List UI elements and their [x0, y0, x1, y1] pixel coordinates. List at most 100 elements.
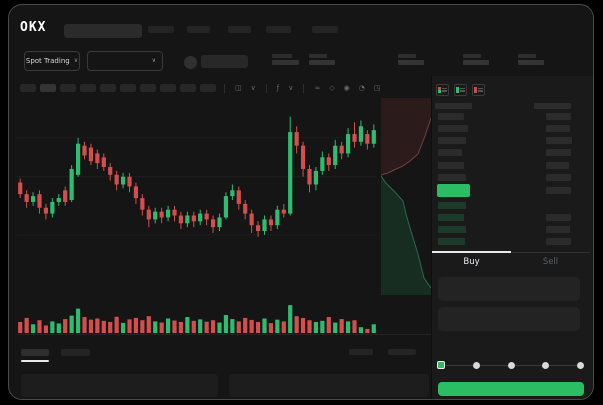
header-action-button[interactable]	[201, 55, 248, 68]
timeframe-button-7[interactable]	[140, 84, 156, 92]
avatar[interactable]	[184, 56, 197, 69]
bid-row[interactable]	[432, 214, 590, 224]
volume-bar	[371, 324, 376, 333]
nav-item-5[interactable]	[312, 26, 338, 33]
candle-body	[223, 196, 229, 218]
candle-body	[339, 145, 344, 154]
orderbook-view-asks-icon[interactable]	[472, 84, 485, 96]
slider-stop-50[interactable]	[507, 362, 515, 369]
draw-tool-icon[interactable]: ◇	[329, 84, 335, 92]
ask-row[interactable]	[432, 125, 590, 135]
bid-amount-bar	[546, 214, 571, 221]
timeframe-button-8[interactable]	[160, 84, 176, 92]
bid-price-bar	[438, 202, 466, 209]
slider-handle[interactable]	[437, 361, 445, 369]
orderbook-view-combined-icon[interactable]	[436, 84, 449, 96]
candle-body	[217, 217, 222, 228]
candle-body	[185, 215, 190, 224]
candle-body	[313, 170, 319, 185]
tab-buy[interactable]: Buy	[463, 257, 480, 267]
volume-bar	[108, 321, 113, 333]
timeframe-button-1[interactable]	[20, 84, 36, 92]
orderbook-view-bids-icon[interactable]	[454, 84, 467, 96]
history-icon[interactable]: ◔	[358, 84, 365, 92]
chevron-down-icon[interactable]: ∨	[288, 84, 294, 92]
lines	[442, 87, 447, 93]
bottom-right-tab-2[interactable]	[388, 349, 416, 355]
market-type-select[interactable]: Spot Trading ∨	[24, 51, 80, 71]
chevron-down-icon[interactable]: ∨	[250, 84, 256, 92]
timeframe-button-2[interactable]	[40, 84, 56, 92]
amount-input[interactable]	[438, 307, 580, 331]
price-input[interactable]	[438, 277, 580, 301]
timeframe-button-4[interactable]	[80, 84, 96, 92]
timeframe-button-10[interactable]	[200, 84, 216, 92]
volume-bar	[313, 321, 319, 333]
candle-body	[210, 219, 216, 228]
volume-bar	[159, 322, 164, 333]
tab-sell[interactable]: Sell	[542, 257, 559, 267]
slider-stop-25[interactable]	[472, 362, 480, 369]
ask-row[interactable]	[432, 137, 590, 147]
bottom-right-tab-1[interactable]	[349, 349, 373, 355]
ticker-stat-4	[518, 54, 544, 65]
slider-stop-100[interactable]	[577, 362, 584, 369]
volume-bar	[165, 318, 171, 333]
pair-select[interactable]: ∨	[87, 51, 163, 71]
bid-row[interactable]	[432, 226, 590, 236]
candle-body	[37, 194, 42, 208]
ask-amount-bar	[546, 174, 571, 181]
candlestick-chart[interactable]	[17, 99, 377, 297]
volume-bar	[262, 318, 267, 333]
indicators-icon[interactable]: ƒ	[276, 84, 280, 92]
chevron-down-icon: ∨	[151, 57, 156, 64]
ask-row[interactable]	[432, 149, 590, 159]
okx-app-window: OKX Spot Trading ∨ ∨ ◫ ∨ ƒ ∨ ≈ ◇ ◉ ◔ ◳	[8, 4, 594, 400]
slider-stop-75[interactable]	[542, 362, 550, 369]
candle-body	[255, 225, 261, 232]
volume-bar	[172, 320, 177, 333]
candle-body	[307, 168, 312, 185]
bid-row[interactable]	[432, 202, 590, 212]
timeframe-button-9[interactable]	[180, 84, 196, 92]
fullscreen-icon[interactable]: ◳	[373, 84, 381, 92]
candle-body	[262, 219, 267, 232]
timeframe-button-3[interactable]	[60, 84, 76, 92]
volume-bar	[198, 319, 203, 333]
volume-bar	[333, 322, 338, 333]
bottom-tab-2[interactable]	[61, 349, 90, 356]
candle-body	[281, 209, 286, 214]
candle-body	[43, 207, 49, 214]
line-tool-icon[interactable]: ≈	[314, 84, 321, 92]
candle-body	[191, 215, 196, 222]
nav-item-4[interactable]	[266, 26, 291, 33]
stat-label-bar	[398, 54, 416, 58]
nav-item-3[interactable]	[228, 26, 251, 33]
last-price-row[interactable]	[432, 184, 590, 198]
tab-divider	[511, 252, 590, 253]
ask-row[interactable]	[432, 162, 590, 172]
camera-icon[interactable]: ◉	[343, 84, 350, 92]
depth-chart	[381, 98, 431, 295]
volume-bar	[30, 324, 36, 333]
nav-item-1[interactable]	[148, 26, 174, 33]
volume-bar	[365, 328, 370, 333]
candle-body	[159, 211, 164, 218]
timeframe-button-6[interactable]	[120, 84, 136, 92]
bottom-panel-right	[229, 374, 429, 397]
bid-row[interactable]	[432, 238, 590, 248]
volume-bar	[63, 319, 68, 333]
candle-style-icon[interactable]: ◫	[235, 84, 242, 92]
volume-bar	[255, 321, 261, 333]
buy-button[interactable]	[438, 382, 584, 396]
bottom-tab-1[interactable]	[21, 349, 49, 356]
candle-body	[352, 134, 357, 142]
volume-bar	[230, 319, 235, 333]
timeframe-button-5[interactable]	[100, 84, 116, 92]
search-input[interactable]	[64, 24, 142, 38]
ask-row[interactable]	[432, 113, 590, 123]
volume-bar	[358, 327, 364, 333]
candle-body	[300, 145, 306, 169]
ask-row[interactable]	[432, 174, 590, 184]
nav-item-2[interactable]	[187, 26, 210, 33]
